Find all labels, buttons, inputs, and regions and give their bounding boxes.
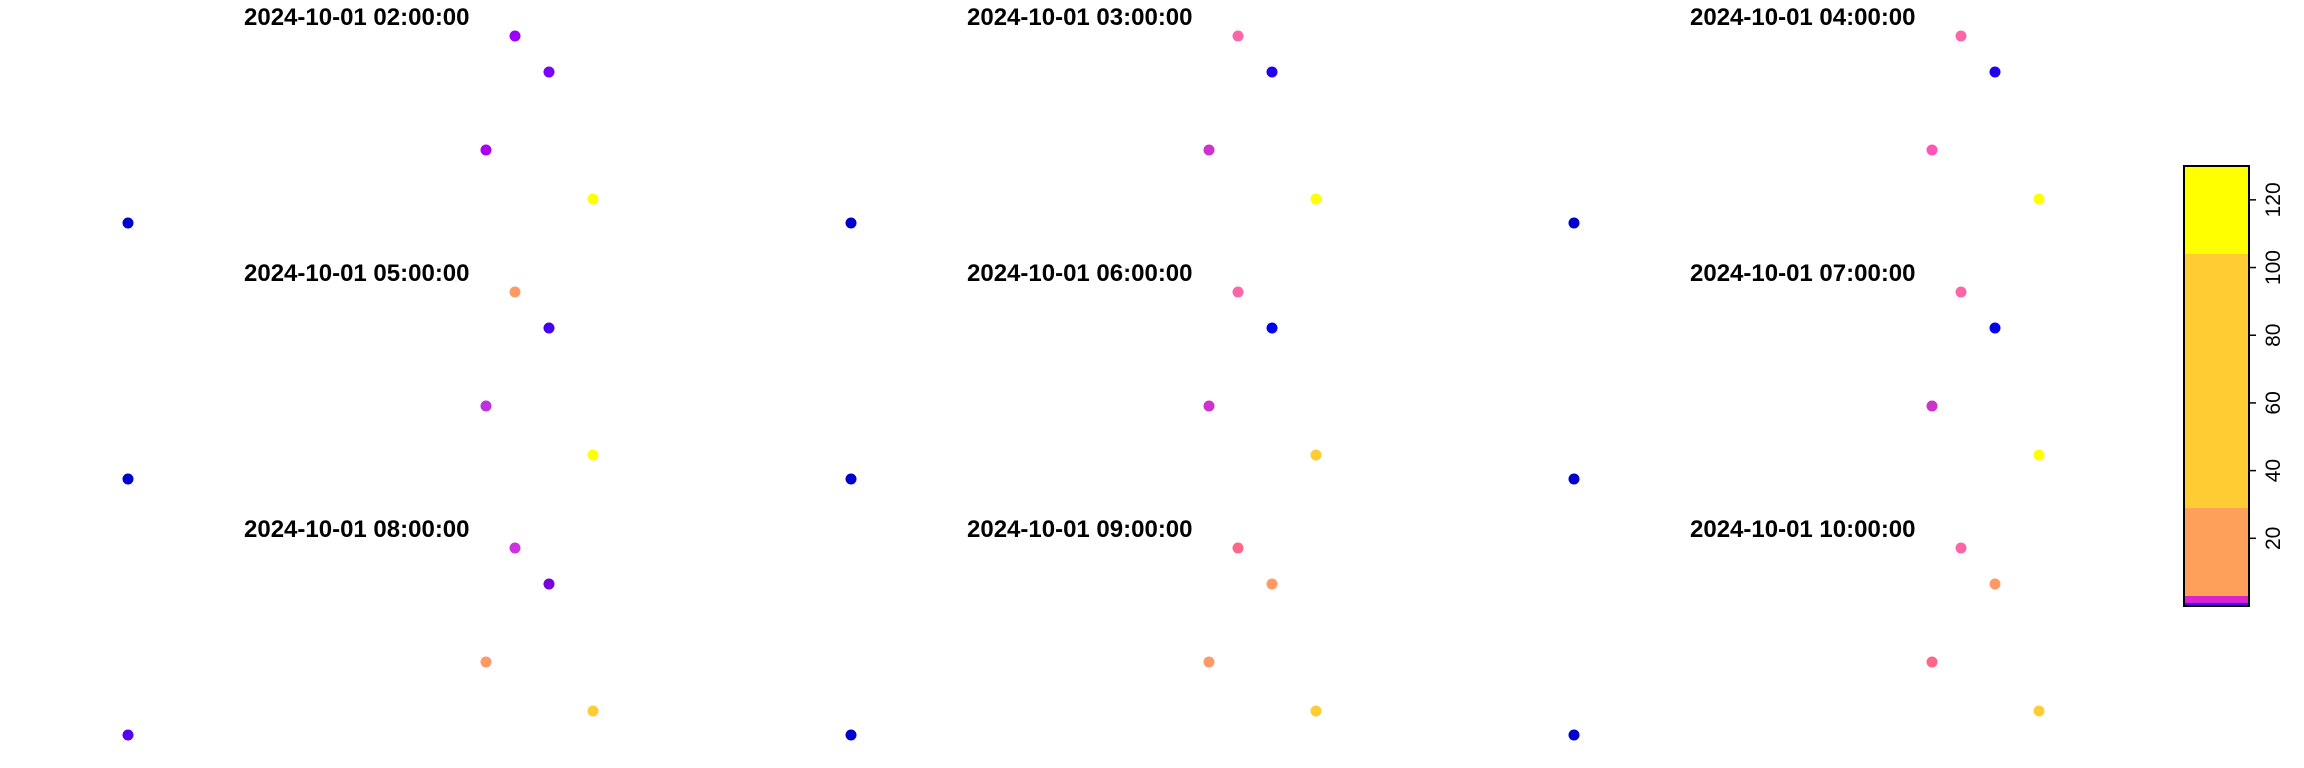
legend-color-band bbox=[2184, 166, 2249, 254]
data-point bbox=[543, 322, 555, 334]
data-point bbox=[1266, 578, 1278, 590]
data-point bbox=[1203, 656, 1215, 668]
panel-title: 2024-10-01 08:00:00 bbox=[244, 516, 470, 543]
data-point bbox=[1568, 729, 1580, 741]
data-point bbox=[1926, 656, 1938, 668]
panel: 2024-10-01 05:00:00 bbox=[122, 260, 599, 485]
data-point bbox=[509, 286, 521, 298]
legend-color-band bbox=[2184, 507, 2249, 596]
data-point bbox=[587, 449, 599, 461]
data-point bbox=[509, 30, 521, 42]
legend-tick-label: 60 bbox=[2262, 391, 2285, 414]
data-point bbox=[1989, 322, 2001, 334]
data-point bbox=[543, 66, 555, 78]
data-point bbox=[845, 217, 857, 229]
legend-color-band bbox=[2184, 595, 2249, 603]
data-point bbox=[1955, 542, 1967, 554]
data-point bbox=[1266, 322, 1278, 334]
panel-title: 2024-10-01 04:00:00 bbox=[1690, 4, 1916, 31]
data-point bbox=[1955, 286, 1967, 298]
panel-title: 2024-10-01 03:00:00 bbox=[967, 4, 1193, 31]
panel: 2024-10-01 04:00:00 bbox=[1568, 4, 2045, 229]
data-point bbox=[1568, 217, 1580, 229]
legend-frame bbox=[2183, 165, 2250, 607]
data-point bbox=[1989, 578, 2001, 590]
legend-tick-label: 80 bbox=[2262, 324, 2285, 347]
legend-tick-label: 20 bbox=[2262, 527, 2285, 550]
data-point bbox=[1232, 542, 1244, 554]
panel: 2024-10-01 07:00:00 bbox=[1568, 260, 2045, 485]
panel: 2024-10-01 08:00:00 bbox=[122, 516, 599, 741]
data-point bbox=[1310, 705, 1322, 717]
data-point bbox=[1266, 66, 1278, 78]
legend-tick-label: 40 bbox=[2262, 459, 2285, 482]
legend-color-band bbox=[2184, 254, 2249, 508]
data-point bbox=[1926, 400, 1938, 412]
legend-tick-label: 120 bbox=[2262, 182, 2285, 217]
panel: 2024-10-01 03:00:00 bbox=[845, 4, 1322, 229]
data-point bbox=[480, 144, 492, 156]
panel-title: 2024-10-01 10:00:00 bbox=[1690, 516, 1916, 543]
data-point bbox=[1989, 66, 2001, 78]
panel: 2024-10-01 10:00:00 bbox=[1568, 516, 2045, 741]
data-point bbox=[509, 542, 521, 554]
panel-grid: 2024-10-01 02:00:00 2024-10-01 03:00:00 20… bbox=[122, 4, 2045, 741]
data-point bbox=[1310, 193, 1322, 205]
data-point bbox=[1568, 473, 1580, 485]
data-point bbox=[543, 578, 555, 590]
panel-title: 2024-10-01 07:00:00 bbox=[1690, 260, 1916, 287]
data-point bbox=[1310, 449, 1322, 461]
data-point bbox=[587, 705, 599, 717]
legend-color-band bbox=[2184, 602, 2249, 606]
data-point bbox=[587, 193, 599, 205]
data-point bbox=[122, 729, 134, 741]
data-point bbox=[845, 473, 857, 485]
data-point bbox=[480, 656, 492, 668]
data-point bbox=[122, 217, 134, 229]
data-point bbox=[2033, 193, 2045, 205]
legend-tick-label: 100 bbox=[2262, 250, 2285, 285]
data-point bbox=[1926, 144, 1938, 156]
panel: 2024-10-01 09:00:00 bbox=[845, 516, 1322, 741]
panel-title: 2024-10-01 06:00:00 bbox=[967, 260, 1193, 287]
data-point bbox=[1232, 286, 1244, 298]
data-point bbox=[122, 473, 134, 485]
data-point bbox=[480, 400, 492, 412]
panel-title: 2024-10-01 02:00:00 bbox=[244, 4, 470, 31]
panel-title: 2024-10-01 09:00:00 bbox=[967, 516, 1193, 543]
data-point bbox=[2033, 705, 2045, 717]
data-point bbox=[1203, 400, 1215, 412]
color-legend: 20 40 60 80 100 120 bbox=[2183, 165, 2285, 607]
data-point bbox=[1955, 30, 1967, 42]
data-point bbox=[2033, 449, 2045, 461]
panel: 2024-10-01 06:00:00 bbox=[845, 260, 1322, 485]
panel-title: 2024-10-01 05:00:00 bbox=[244, 260, 470, 287]
data-point bbox=[845, 729, 857, 741]
data-point bbox=[1232, 30, 1244, 42]
data-point bbox=[1203, 144, 1215, 156]
panel: 2024-10-01 02:00:00 bbox=[122, 4, 599, 229]
